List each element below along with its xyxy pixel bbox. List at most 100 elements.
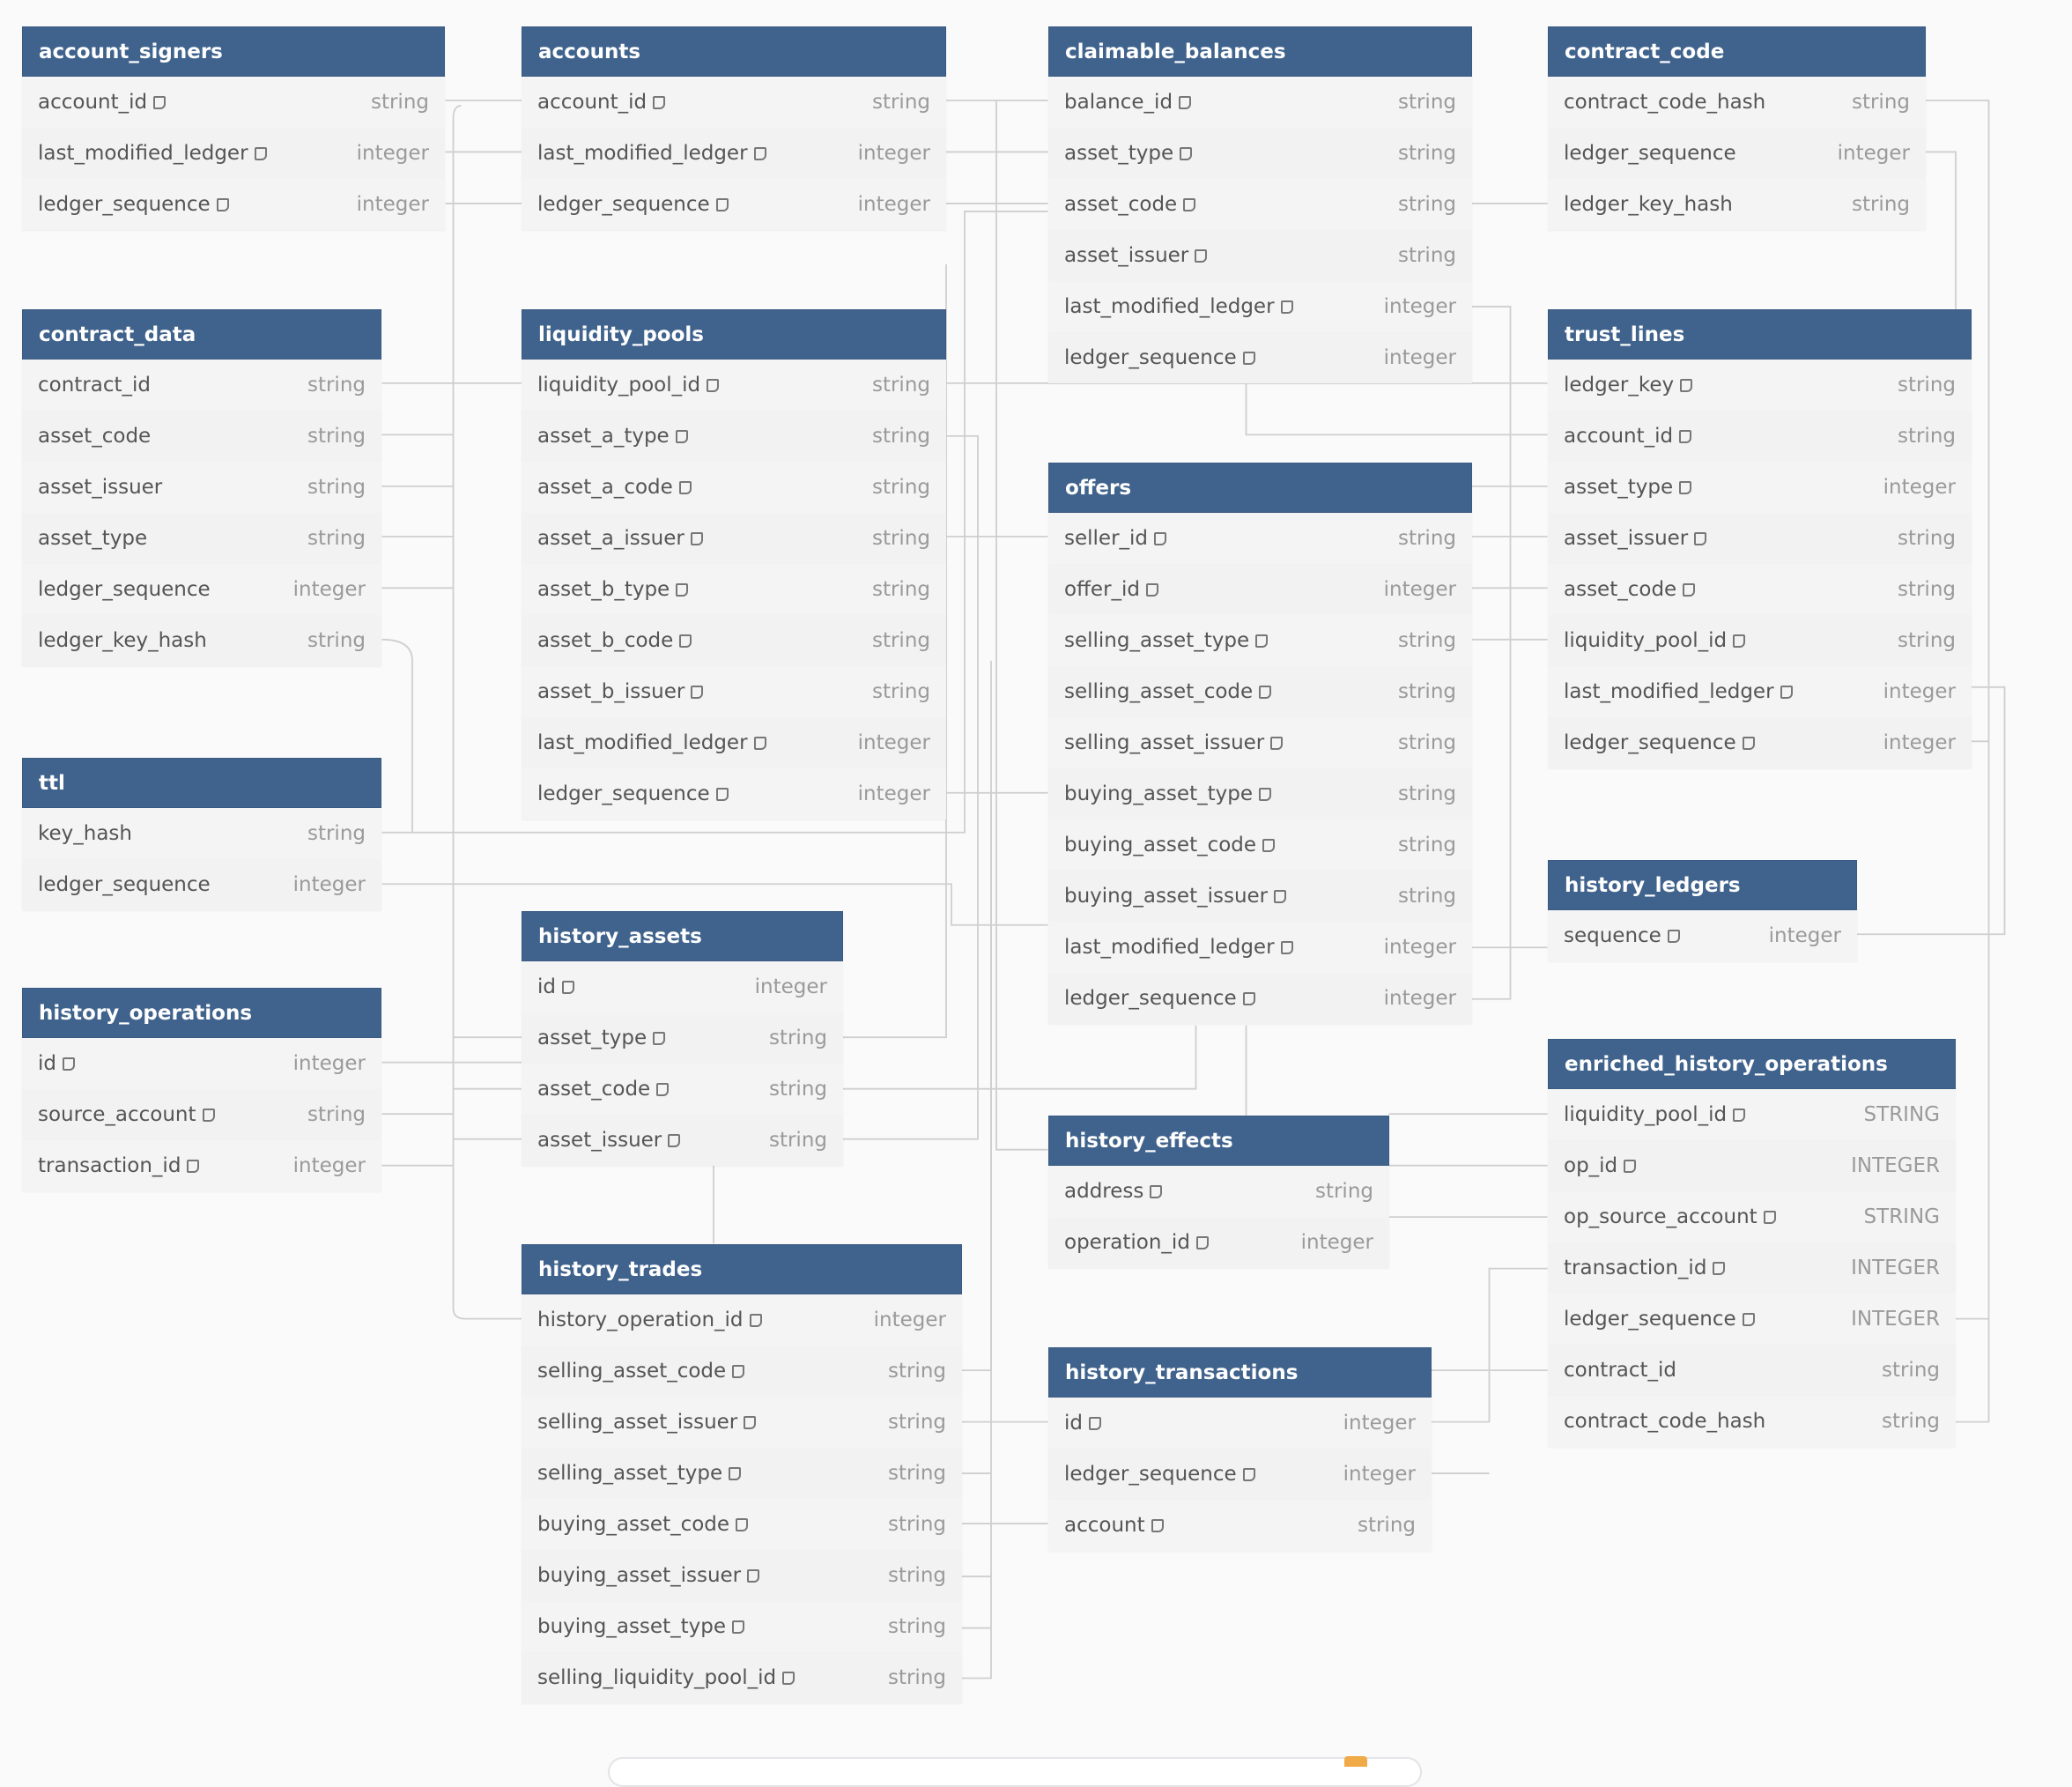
table-history-operations[interactable]: history_operations id integer source_accoun… [22, 988, 381, 1191]
table-liquidity-pools[interactable]: liquidity_pools liquidity_pool_id string as… [522, 309, 946, 819]
column-row[interactable]: asset_issuer string [1548, 513, 1972, 564]
column-row[interactable]: ledger_sequence integer [22, 179, 445, 230]
column-row[interactable]: account_id string [22, 77, 445, 128]
table-enriched-history-operations[interactable]: enriched_history_operations liquidity_poo… [1548, 1039, 1956, 1447]
table-ttl[interactable]: ttl key_hash string ledger_sequence integer [22, 758, 381, 910]
column-row[interactable]: ledger_sequence integer [522, 179, 946, 230]
note-icon[interactable] [562, 981, 574, 994]
note-icon[interactable] [1262, 839, 1276, 852]
column-row[interactable]: account string [1048, 1500, 1432, 1551]
column-row[interactable]: last_modified_ledger integer [22, 128, 445, 179]
column-row[interactable]: sequence integer [1548, 910, 1857, 961]
column-row[interactable]: asset_a_code string [522, 462, 946, 513]
note-icon[interactable] [1154, 532, 1167, 545]
column-row[interactable]: buying_asset_code string [522, 1499, 962, 1550]
note-icon[interactable] [707, 379, 720, 392]
note-icon[interactable] [202, 1109, 215, 1122]
column-row[interactable]: asset_code string [1048, 179, 1472, 230]
note-icon[interactable] [153, 96, 166, 109]
note-icon[interactable] [753, 147, 766, 160]
column-row[interactable]: contract_code_hash string [1548, 1396, 1956, 1447]
note-icon[interactable] [656, 1083, 670, 1096]
note-icon[interactable] [1742, 737, 1755, 750]
note-icon[interactable] [1270, 737, 1284, 750]
column-row[interactable]: asset_a_type string [522, 411, 946, 462]
column-row[interactable]: ledger_sequence integer [1548, 717, 1972, 768]
table-header[interactable]: trust_lines [1548, 309, 1972, 360]
column-row[interactable]: asset_type string [22, 513, 381, 564]
note-icon[interactable] [729, 1467, 742, 1480]
note-icon[interactable] [1183, 198, 1196, 211]
column-row[interactable]: contract_id string [1548, 1345, 1956, 1396]
table-header[interactable]: ttl [22, 758, 381, 808]
column-row[interactable]: selling_asset_type string [1048, 615, 1472, 666]
note-icon[interactable] [1683, 583, 1696, 597]
note-icon[interactable] [1258, 788, 1271, 801]
column-row[interactable]: last_modified_ledger integer [1548, 666, 1972, 717]
table-history-transactions[interactable]: history_transactions id integer ledger_sequ… [1048, 1347, 1432, 1551]
note-icon[interactable] [653, 96, 666, 109]
column-row[interactable]: buying_asset_issuer string [1048, 871, 1472, 922]
column-row[interactable]: selling_asset_issuer string [1048, 717, 1472, 768]
column-row[interactable]: transaction_id INTEGER [1548, 1242, 1956, 1294]
column-row[interactable]: asset_issuer string [522, 1115, 843, 1166]
column-row[interactable]: balance_id string [1048, 77, 1472, 128]
column-row[interactable]: last_modified_ledger integer [522, 717, 946, 768]
table-header[interactable]: history_effects [1048, 1116, 1389, 1166]
column-row[interactable]: liquidity_pool_id string [1548, 615, 1972, 666]
note-icon[interactable] [715, 198, 729, 211]
note-icon[interactable] [1667, 930, 1680, 943]
column-row[interactable]: asset_issuer string [22, 462, 381, 513]
note-icon[interactable] [1733, 634, 1746, 648]
note-icon[interactable] [691, 686, 704, 699]
table-header[interactable]: history_operations [22, 988, 381, 1038]
table-accounts[interactable]: accounts account_id string last_modified_le… [522, 26, 946, 230]
column-row[interactable]: ledger_sequence integer [1048, 973, 1472, 1024]
table-header[interactable]: history_assets [522, 911, 843, 961]
note-icon[interactable] [1146, 583, 1159, 597]
column-row[interactable]: offer_id integer [1048, 564, 1472, 615]
column-row[interactable]: buying_asset_issuer string [522, 1550, 962, 1601]
note-icon[interactable] [782, 1672, 796, 1685]
column-row[interactable]: asset_type integer [1548, 462, 1972, 513]
note-icon[interactable] [668, 1134, 681, 1147]
table-offers[interactable]: offers seller_id string offer_id integer sell… [1048, 463, 1472, 1024]
note-icon[interactable] [1242, 352, 1255, 365]
note-icon[interactable] [1679, 481, 1692, 494]
note-icon[interactable] [1259, 686, 1272, 699]
table-history-trades[interactable]: history_trades history_operation_id intege… [522, 1244, 962, 1703]
column-row[interactable]: id integer [1048, 1398, 1432, 1449]
column-row[interactable]: liquidity_pool_id string [522, 360, 946, 411]
table-account-signers[interactable]: account_signers account_id string last_modi… [22, 26, 445, 230]
note-icon[interactable] [1195, 249, 1208, 263]
note-icon[interactable] [749, 1314, 762, 1327]
note-icon[interactable] [747, 1569, 760, 1583]
column-row[interactable]: buying_asset_type string [522, 1601, 962, 1652]
note-icon[interactable] [1089, 1417, 1101, 1430]
column-row[interactable]: history_operation_id integer [522, 1294, 962, 1346]
column-row[interactable]: transaction_id integer [22, 1140, 381, 1191]
table-contract-code[interactable]: contract_code contract_code_hash string led… [1548, 26, 1926, 230]
note-icon[interactable] [731, 1620, 744, 1634]
note-icon[interactable] [1742, 1313, 1755, 1326]
note-icon[interactable] [678, 481, 692, 494]
column-row[interactable]: account_id string [1548, 411, 1972, 462]
column-row[interactable]: address string [1048, 1166, 1389, 1217]
note-icon[interactable] [1242, 992, 1255, 1005]
table-header[interactable]: liquidity_pools [522, 309, 946, 360]
note-icon[interactable] [1680, 379, 1693, 392]
column-row[interactable]: ledger_sequence integer [1048, 332, 1472, 383]
column-row[interactable]: asset_b_code string [522, 615, 946, 666]
column-row[interactable]: operation_id integer [1048, 1217, 1389, 1268]
note-icon[interactable] [1694, 532, 1707, 545]
note-icon[interactable] [1242, 1468, 1255, 1481]
note-icon[interactable] [653, 1032, 666, 1045]
column-row[interactable]: last_modified_ledger integer [1048, 281, 1472, 332]
column-row[interactable]: ledger_sequence integer [22, 564, 381, 615]
note-icon[interactable] [1713, 1262, 1726, 1275]
note-icon[interactable] [1195, 1236, 1209, 1249]
note-icon[interactable] [744, 1416, 757, 1429]
note-icon[interactable] [1624, 1160, 1637, 1173]
note-icon[interactable] [1151, 1519, 1164, 1532]
column-row[interactable]: ledger_key_hash string [1548, 179, 1926, 230]
